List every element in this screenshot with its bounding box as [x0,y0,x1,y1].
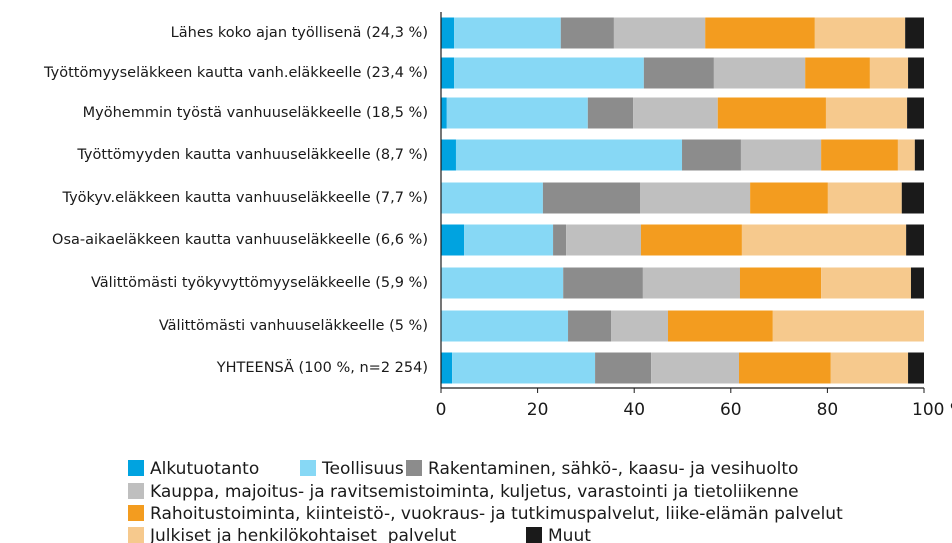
bar-segment [825,97,908,129]
bar-segment [740,139,822,171]
bar-segment [739,267,822,299]
bar-segment [633,97,718,129]
category-label: YHTEENSÄ (100 %, n=2 254) [216,358,428,376]
bar-segment [441,57,455,89]
bar-segment [713,57,806,89]
bar-segment [553,224,567,256]
bar-segment [642,267,740,299]
bar-segment [643,57,714,89]
bar-segment [441,182,543,214]
bar-segment [455,139,683,171]
bar-segment [717,97,826,129]
bar-segment [441,224,465,256]
x-tick-label: 80 [817,400,839,420]
bar-segment [441,139,456,171]
bar-segment [542,182,640,214]
legend-swatch [406,460,422,476]
category-label: Työttömyyseläkkeen kautta vanh.eläkkeell… [43,65,428,81]
bar-segment [705,17,815,49]
bar-segment [907,97,924,129]
bar-segment [668,310,773,342]
bar-segment [441,17,455,49]
legend-swatch [128,483,144,499]
bar-segment [772,310,924,342]
category-label: Työttömyyden kautta vanhuuseläkkeelle (8… [76,147,428,163]
bar-segment [651,352,740,384]
bar-segment [441,97,447,129]
category-label: Myöhemmin työstä vanhuuseläkkeelle (18,5… [83,105,428,121]
bar-segment [827,182,902,214]
bar-segment [452,352,596,384]
bar-segment [454,17,561,49]
legend-swatch [128,527,144,543]
legend-label: Muut [548,526,591,543]
bar-segment [905,17,924,49]
bar-segment [897,139,915,171]
x-tick-label: 100 % [912,400,952,420]
bar-segment [901,182,924,214]
bar-segment [908,352,924,384]
legend-swatch [128,505,144,521]
legend-label: Rakentaminen, sähkö-, kaasu- ja vesihuol… [428,459,798,479]
legend-swatch [128,460,144,476]
bar-segment [805,57,870,89]
category-label: Osa-aikaeläkkeen kautta vanhuuseläkkeell… [52,232,428,248]
bar-segment [640,224,742,256]
bar-segment [446,97,588,129]
bar-segment [914,139,924,171]
category-label: Työkyv.eläkkeen kautta vanhuuseläkkeelle… [62,190,429,206]
bar-segment [568,310,612,342]
category-label: Välittömästi vanhuuseläkkeelle (5 %) [159,318,428,334]
x-tick-label: 40 [623,400,645,420]
bar-segment [750,182,828,214]
bar-segment [869,57,909,89]
bar-segment [441,352,453,384]
bar-segment [821,139,898,171]
category-label: Lähes koko ajan työllisenä (24,3 %) [171,25,428,41]
category-label: Välittömästi työkyvyttömyyseläkkeelle (5… [91,275,428,291]
bar-segment [441,310,569,342]
bar-segment [441,267,564,299]
bar-segment [910,267,924,299]
legend-label: Teollisuus [321,459,404,479]
bar-segment [814,17,906,49]
legend-label: Kauppa, majoitus- ja ravitsemistoiminta,… [150,482,799,502]
bar-segment [682,139,741,171]
x-tick-label: 20 [527,400,549,420]
bar-segment [595,352,652,384]
bar-segment [741,224,907,256]
bar-segment [639,182,751,214]
legend-label: Julkiset ja henkilökohtaiset palvelut [149,526,457,543]
x-tick-label: 0 [436,400,447,420]
bar-segment [566,224,641,256]
bar-segment [587,97,634,129]
x-tick-label: 60 [720,400,742,420]
legend-label: Rahoitustoiminta, kiinteistö-, vuokraus-… [150,504,843,524]
bar-segment [613,17,706,49]
bar-segment [560,17,614,49]
bar-segment [454,57,644,89]
bar-segment [611,310,669,342]
legend-swatch [300,460,316,476]
legend-swatch [526,527,542,543]
bar-segment [830,352,909,384]
bar-segment [906,224,924,256]
bar-segment [739,352,831,384]
legend-label: Alkutuotanto [150,459,259,479]
bar-segment [464,224,554,256]
bar-segment [821,267,911,299]
bar-segment [563,267,643,299]
bar-segment [908,57,924,89]
